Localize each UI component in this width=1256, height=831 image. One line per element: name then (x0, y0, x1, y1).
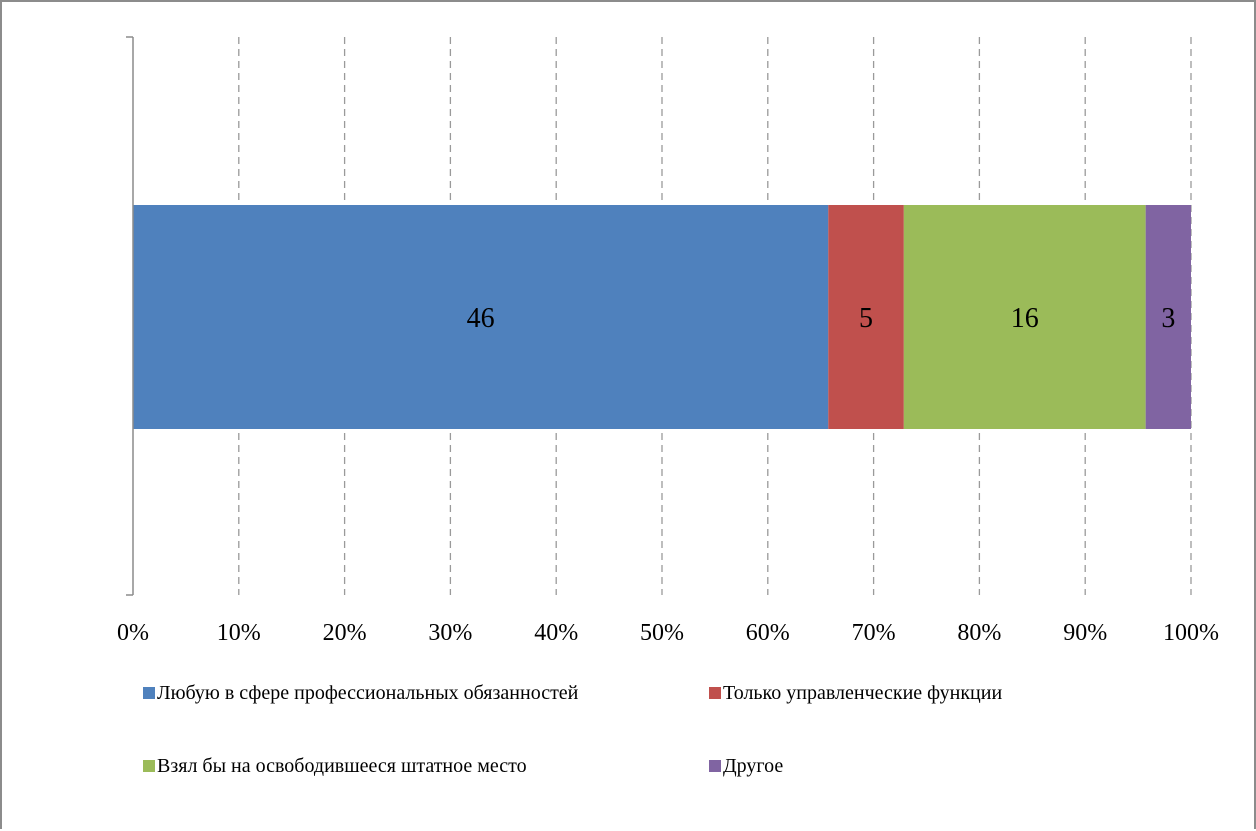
x-tick-label: 60% (746, 620, 790, 646)
x-tick-label: 40% (534, 620, 578, 646)
legend-label: Только управленческие функции (723, 682, 1002, 704)
legend-swatch (709, 687, 721, 699)
x-tick-label: 30% (428, 620, 472, 646)
data-label: 5 (859, 303, 873, 334)
x-tick-label: 80% (957, 620, 1001, 646)
data-label: 16 (1011, 303, 1039, 334)
x-tick-label: 50% (640, 620, 684, 646)
legend-swatch (143, 760, 155, 772)
legend-swatch (143, 687, 155, 699)
x-tick-label: 90% (1063, 620, 1107, 646)
bars (133, 205, 1191, 429)
legend-label: Взял бы на освободившееся штатное место (157, 755, 527, 777)
bar-segment (903, 205, 1146, 429)
legend-label: Другое (723, 755, 783, 777)
bar-segment (828, 205, 904, 429)
tick-labels: 0% 10% 20% 30% 40% 50% 60% 70% 80% 90% 100% (117, 620, 1219, 646)
data-label: 46 (467, 303, 495, 334)
x-tick-label: 10% (217, 620, 261, 646)
x-tick-label: 0% (117, 620, 149, 646)
axes (126, 36, 134, 596)
x-tick-label: 100% (1163, 620, 1219, 646)
bar-segment (1145, 205, 1191, 429)
data-label: 3 (1161, 303, 1175, 334)
data-labels: 46 5 16 3 (467, 303, 1176, 334)
legend-label: Любую в сфере профессиональных обязаннос… (157, 682, 579, 704)
x-tick-label: 20% (323, 620, 367, 646)
bar-segment (133, 205, 829, 429)
legend-swatch (709, 760, 721, 772)
legend: Любую в сфере профессиональных обязаннос… (143, 682, 1002, 777)
x-tick-label: 70% (852, 620, 896, 646)
